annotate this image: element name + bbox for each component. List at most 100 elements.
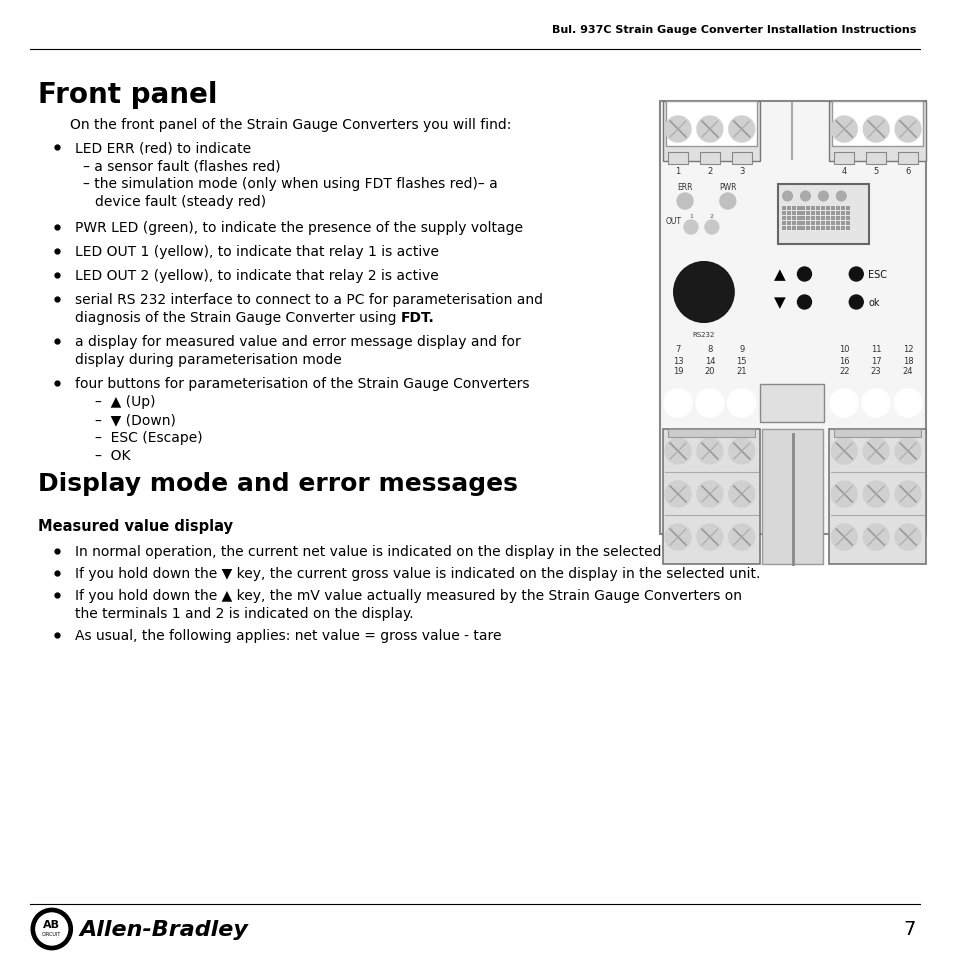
- Bar: [841, 227, 844, 231]
- Bar: [665, 102, 756, 147]
- Bar: [836, 222, 840, 226]
- Text: 10: 10: [839, 345, 849, 355]
- Bar: [811, 227, 815, 231]
- Text: LED OUT 1 (yellow), to indicate that relay 1 is active: LED OUT 1 (yellow), to indicate that rel…: [74, 245, 438, 258]
- Text: 21: 21: [736, 367, 746, 376]
- Bar: [700, 152, 720, 165]
- Circle shape: [696, 390, 723, 417]
- Text: 19: 19: [672, 367, 682, 376]
- Bar: [845, 222, 849, 226]
- Circle shape: [697, 438, 722, 464]
- Circle shape: [781, 192, 792, 202]
- Circle shape: [848, 295, 862, 310]
- Bar: [830, 212, 835, 215]
- Bar: [801, 212, 804, 215]
- Bar: [821, 222, 824, 226]
- Bar: [811, 222, 815, 226]
- Text: AB: AB: [43, 919, 60, 929]
- Circle shape: [894, 481, 920, 507]
- Text: – the simulation mode (only when using FDT flashes red)– a: – the simulation mode (only when using F…: [83, 177, 497, 191]
- Text: 14: 14: [704, 356, 715, 365]
- Bar: [805, 227, 810, 231]
- Text: 5: 5: [873, 168, 878, 176]
- Bar: [811, 212, 815, 215]
- Bar: [897, 152, 917, 165]
- Bar: [801, 227, 804, 231]
- Text: – a sensor fault (flashes red): – a sensor fault (flashes red): [83, 159, 280, 172]
- Circle shape: [697, 117, 722, 143]
- Bar: [825, 207, 829, 211]
- Text: 22: 22: [839, 367, 849, 376]
- Bar: [791, 227, 795, 231]
- Bar: [796, 212, 800, 215]
- Bar: [821, 227, 824, 231]
- Text: 17: 17: [870, 356, 881, 365]
- Bar: [781, 207, 784, 211]
- Bar: [841, 216, 844, 221]
- Text: 18: 18: [902, 356, 912, 365]
- Bar: [796, 227, 800, 231]
- Text: a display for measured value and error message display and for: a display for measured value and error m…: [74, 335, 520, 349]
- Bar: [841, 212, 844, 215]
- Bar: [816, 222, 820, 226]
- Text: 23: 23: [870, 367, 881, 376]
- Text: ERR: ERR: [677, 183, 692, 193]
- Text: –  ESC (Escape): – ESC (Escape): [94, 431, 202, 444]
- Bar: [785, 212, 790, 215]
- Text: 12: 12: [902, 345, 912, 355]
- Bar: [785, 207, 790, 211]
- Circle shape: [862, 481, 888, 507]
- Circle shape: [894, 117, 920, 143]
- Bar: [836, 216, 840, 221]
- Bar: [796, 207, 800, 211]
- Bar: [759, 385, 823, 422]
- Text: PWR: PWR: [719, 183, 736, 193]
- Text: 24: 24: [902, 367, 912, 376]
- Bar: [821, 212, 824, 215]
- Text: 8: 8: [706, 345, 712, 355]
- Bar: [785, 216, 790, 221]
- Text: Front panel: Front panel: [38, 81, 217, 109]
- Bar: [836, 227, 840, 231]
- Text: ok: ok: [867, 297, 879, 308]
- Circle shape: [664, 438, 690, 464]
- Circle shape: [728, 481, 754, 507]
- Bar: [830, 216, 835, 221]
- Circle shape: [862, 524, 888, 551]
- Circle shape: [818, 192, 827, 202]
- Text: 13: 13: [672, 356, 682, 365]
- Text: OUT: OUT: [665, 217, 681, 226]
- Text: Measured value display: Measured value display: [38, 518, 233, 533]
- Bar: [865, 152, 885, 165]
- Bar: [834, 430, 920, 437]
- Circle shape: [728, 117, 754, 143]
- Text: 1: 1: [675, 168, 679, 176]
- Bar: [830, 207, 835, 211]
- Text: In normal operation, the current net value is indicated on the display in the se: In normal operation, the current net val…: [74, 544, 696, 558]
- Circle shape: [800, 192, 810, 202]
- Bar: [834, 152, 853, 165]
- Bar: [781, 216, 784, 221]
- Text: 4: 4: [841, 168, 846, 176]
- Circle shape: [720, 193, 735, 210]
- Circle shape: [31, 909, 71, 949]
- Text: 7: 7: [902, 920, 915, 939]
- Text: RS232: RS232: [692, 332, 715, 337]
- Bar: [781, 212, 784, 215]
- Circle shape: [683, 221, 698, 234]
- Text: diagnosis of the Strain Gauge Converter using: diagnosis of the Strain Gauge Converter …: [74, 311, 400, 325]
- Bar: [811, 207, 815, 211]
- Bar: [791, 222, 795, 226]
- Bar: [805, 212, 810, 215]
- Circle shape: [836, 192, 845, 202]
- Bar: [830, 222, 835, 226]
- Circle shape: [848, 268, 862, 282]
- Text: 3: 3: [739, 168, 743, 176]
- Circle shape: [830, 117, 857, 143]
- Circle shape: [697, 524, 722, 551]
- Bar: [825, 227, 829, 231]
- Bar: [777, 185, 868, 245]
- Bar: [781, 222, 784, 226]
- Text: 2: 2: [709, 213, 713, 218]
- Bar: [825, 212, 829, 215]
